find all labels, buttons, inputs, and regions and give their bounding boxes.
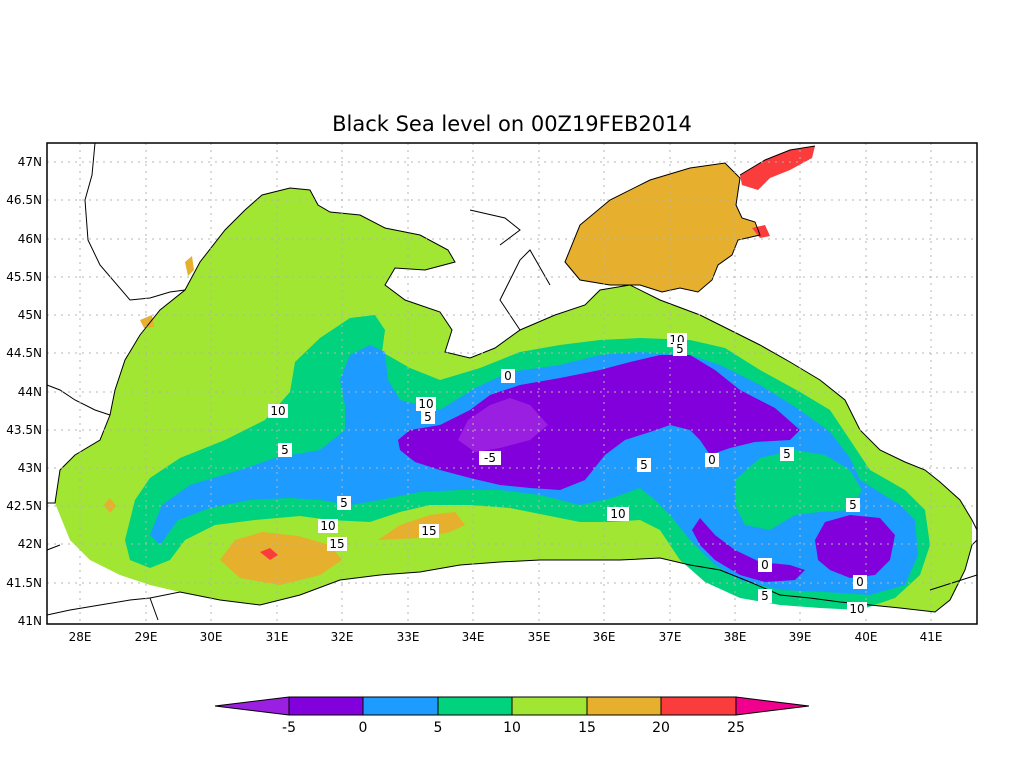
y-tick-label: 42.5N (6, 499, 42, 513)
x-tick-label: 36E (593, 630, 616, 644)
contour-label: 10 (318, 519, 338, 533)
plot-frame (46, 142, 978, 625)
svg-text:5: 5 (783, 447, 791, 461)
x-tick-label: 33E (397, 630, 420, 644)
svg-text:0: 0 (856, 575, 864, 589)
colorbar-label: 25 (727, 720, 745, 736)
contour-label: 5 (673, 342, 687, 356)
colorbar-label: 0 (359, 720, 368, 736)
sea-level-fill (55, 146, 972, 612)
colorbar-label: 10 (503, 720, 521, 736)
svg-text:0: 0 (504, 369, 512, 383)
x-tick-label: 31E (266, 630, 289, 644)
contour-label: 10 (607, 507, 629, 521)
contour-label: 5 (846, 498, 860, 512)
x-tick-label: 32E (331, 630, 354, 644)
svg-text:5: 5 (676, 342, 684, 356)
colorbar-segment (289, 697, 363, 715)
y-tick-label: 47N (18, 155, 42, 169)
x-tick-label: 37E (659, 630, 682, 644)
map-plot-area: 28E 29E 30E 31E 32E 33E 34E 35E 36E 37E … (6, 142, 978, 644)
colorbar-label: 20 (652, 720, 670, 736)
x-tick-label: 29E (135, 630, 158, 644)
x-tick-label: 30E (200, 630, 223, 644)
contour-label: -5 (479, 451, 501, 465)
svg-text:10: 10 (418, 397, 433, 411)
y-tick-label: 41.5N (6, 576, 42, 590)
svg-text:5: 5 (849, 498, 857, 512)
svg-text:5: 5 (340, 496, 348, 510)
svg-text:5: 5 (761, 589, 769, 603)
contour-labels: 10 5 10 5 0 -5 10 5 5 10 15 15 5 0 10 5 … (268, 333, 867, 616)
contour-label: 0 (758, 558, 772, 572)
colorbar-right-arrow (736, 697, 809, 715)
contour-label: 5 (780, 447, 794, 461)
svg-text:10: 10 (849, 602, 864, 616)
x-tick-label: 34E (462, 630, 485, 644)
colorbar-segment (438, 697, 512, 715)
y-tick-label: 46N (18, 232, 42, 246)
coastlines (46, 142, 978, 621)
y-tick-label: 45.5N (6, 270, 42, 284)
x-tick-label: 35E (528, 630, 551, 644)
y-tick-label: 41N (18, 614, 42, 628)
colorbar: -5 0 5 10 15 20 25 (214, 696, 810, 736)
svg-text:15: 15 (421, 524, 436, 538)
y-axis-ticks: 47N 46.5N 46N 45.5N 45N 44.5N 44N 43.5N … (6, 155, 42, 628)
contour-label: 10 (416, 397, 436, 411)
svg-text:10: 10 (610, 507, 625, 521)
contour-label: 5 (421, 410, 435, 424)
colorbar-segment (363, 697, 438, 715)
y-tick-label: 46.5N (6, 193, 42, 207)
svg-text:-5: -5 (484, 451, 496, 465)
x-axis-ticks: 28E 29E 30E 31E 32E 33E 34E 35E 36E 37E … (69, 630, 943, 644)
contour-label: 5 (278, 443, 292, 457)
svg-text:10: 10 (320, 519, 335, 533)
y-tick-label: 42N (18, 537, 42, 551)
colorbar-label: 15 (578, 720, 596, 736)
y-tick-label: 43.5N (6, 423, 42, 437)
contour-label: 10 (847, 602, 867, 616)
colorbar-left-arrow (215, 697, 289, 715)
x-tick-label: 39E (789, 630, 812, 644)
svg-text:0: 0 (708, 453, 716, 467)
colorbar-segment (512, 697, 587, 715)
svg-text:10: 10 (270, 404, 285, 418)
contour-label: 5 (337, 496, 351, 510)
contour-label: 10 (268, 404, 288, 418)
y-tick-label: 44.5N (6, 346, 42, 360)
svg-text:0: 0 (761, 558, 769, 572)
contour-label: 15 (419, 524, 439, 538)
contour-label: 0 (853, 575, 867, 589)
contour-label: 0 (705, 453, 719, 467)
x-tick-label: 41E (920, 630, 943, 644)
colorbar-label: 5 (434, 720, 443, 736)
svg-text:15: 15 (329, 537, 344, 551)
contour-label: 5 (758, 589, 772, 603)
colorbar-segment (587, 697, 661, 715)
x-tick-label: 38E (724, 630, 747, 644)
y-tick-label: 44N (18, 385, 42, 399)
contour-label: 5 (637, 458, 651, 472)
grid-lines (47, 143, 977, 624)
contour-label: 15 (327, 537, 347, 551)
svg-text:5: 5 (424, 410, 432, 424)
svg-text:5: 5 (281, 443, 289, 457)
y-tick-label: 43N (18, 461, 42, 475)
svg-text:5: 5 (640, 458, 648, 472)
x-tick-label: 40E (855, 630, 878, 644)
x-tick-label: 28E (69, 630, 92, 644)
map-title: Black Sea level on 00Z19FEB2014 (332, 112, 692, 136)
colorbar-label: -5 (282, 720, 296, 736)
contour-label: 0 (501, 369, 515, 383)
y-tick-label: 45N (18, 308, 42, 322)
colorbar-segment (661, 697, 736, 715)
